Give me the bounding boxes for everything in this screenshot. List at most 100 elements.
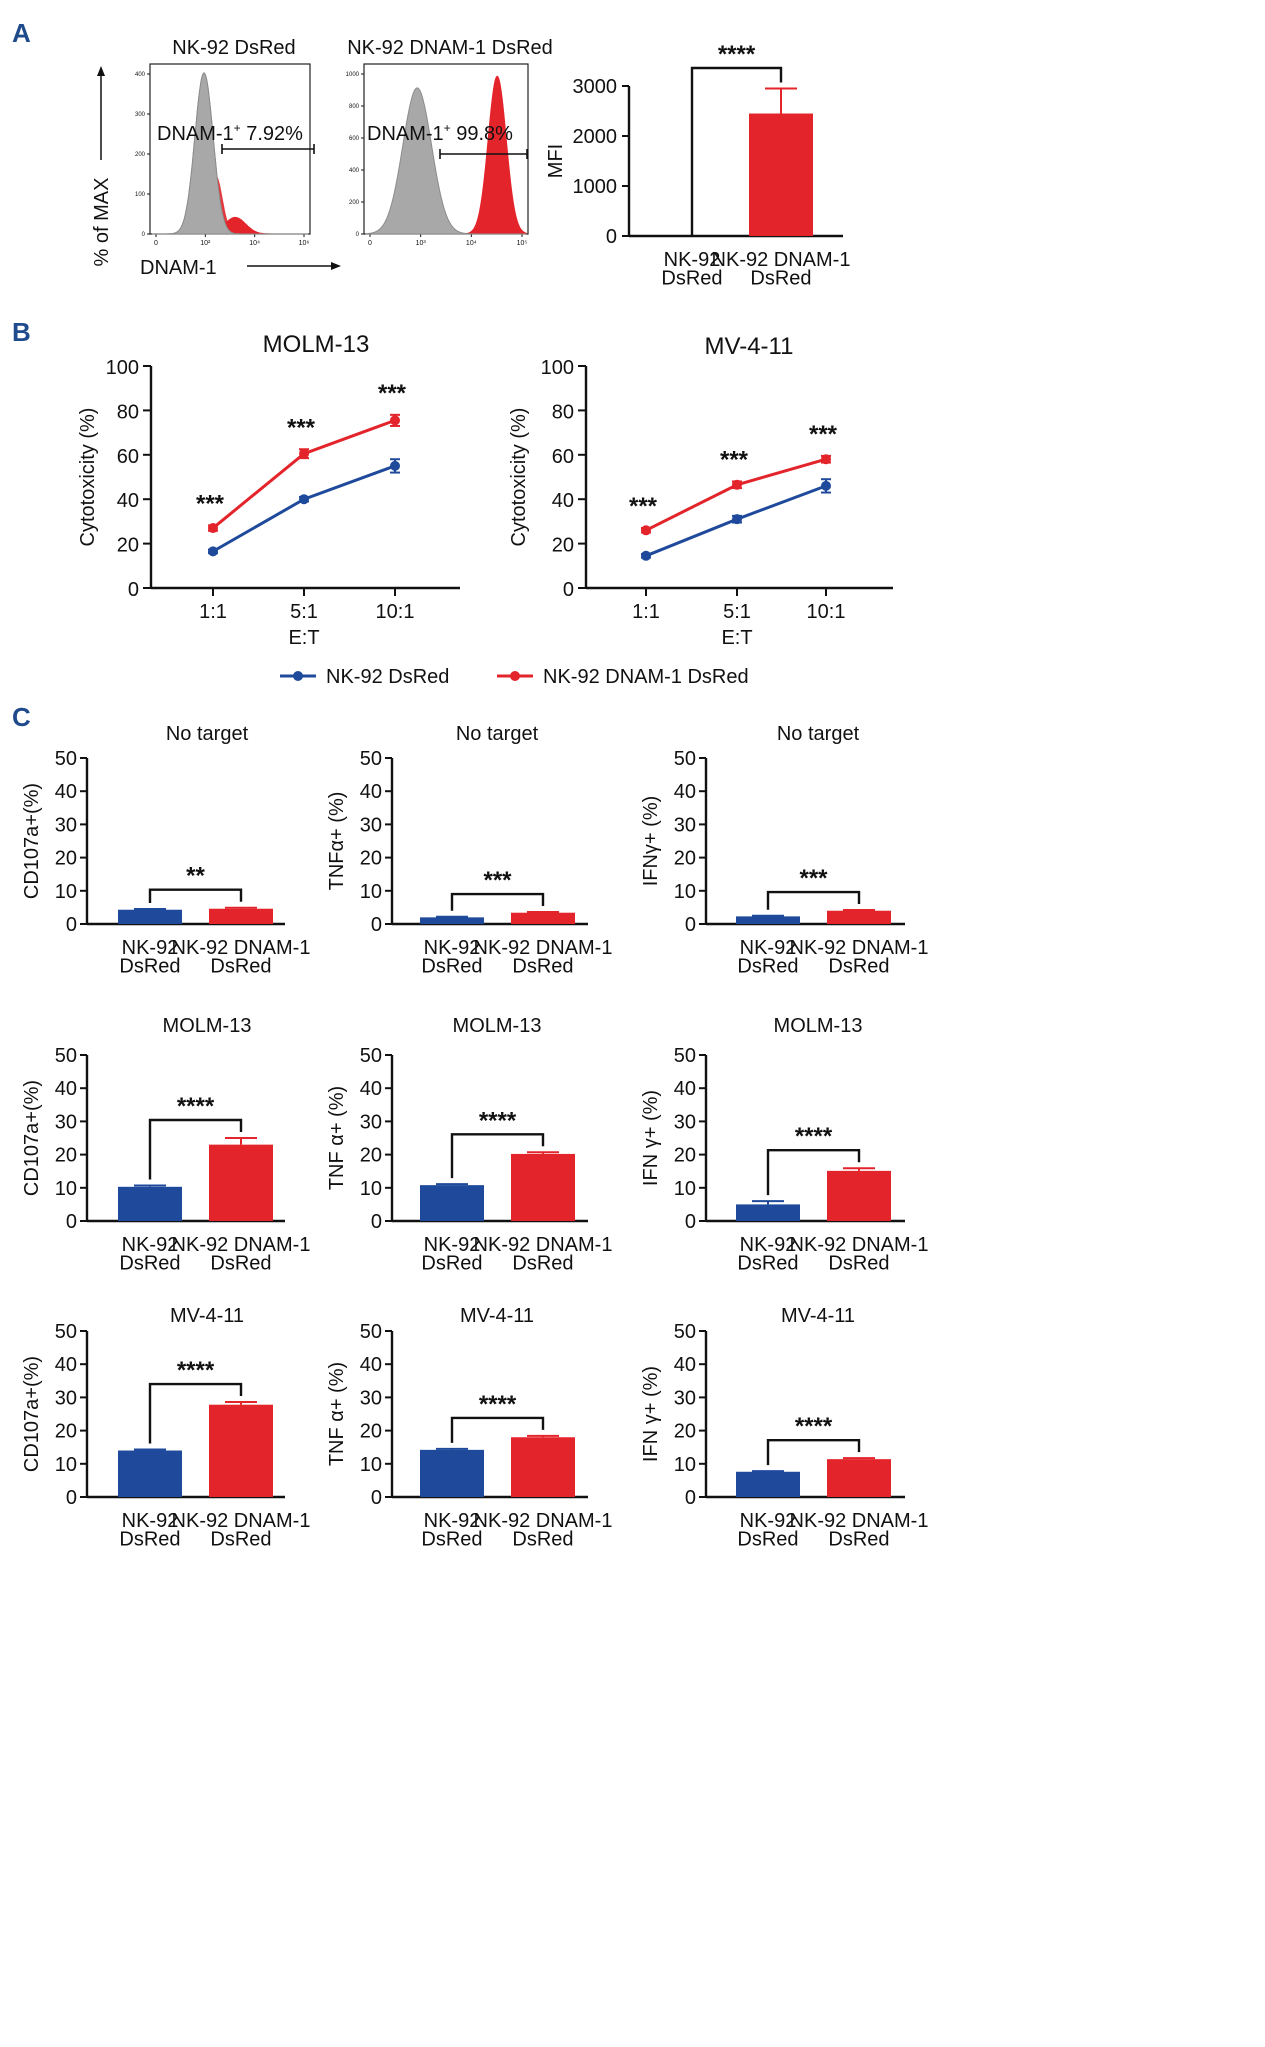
- category-label: NK-92 DsRed: [421, 937, 482, 977]
- significance-stars: ****: [795, 1413, 833, 1440]
- bar-nk92-dsred: [118, 1450, 182, 1497]
- y-tick-label: 0: [685, 1211, 696, 1233]
- line-chart-B-molm13: MOLM-13 0 20 40 60 80 100 Cytotoxicity (%) 1:1 5:…: [77, 331, 460, 649]
- flow-xlabel: DNAM-1: [140, 257, 217, 279]
- bar-nk92-dnam1-dsred: [209, 1404, 273, 1497]
- x-tick-label: 1:1: [199, 601, 227, 623]
- chart-title: MV-4-11: [460, 1305, 534, 1327]
- category-label-line: DsRed: [210, 955, 271, 977]
- bar-nk92-dnam1-dsred: [749, 113, 813, 236]
- bar-nk92-dsred: [420, 917, 484, 924]
- y-tick-label: 10: [55, 1454, 77, 1476]
- y-tick-label: 60: [117, 446, 139, 468]
- y-tick-label: 0: [371, 914, 382, 936]
- histogram-control-peak: [365, 87, 526, 235]
- category-label-line: DsRed: [737, 955, 798, 977]
- y-tick-label: 40: [552, 490, 574, 512]
- data-point: [390, 415, 400, 426]
- category-label-line: DsRed: [661, 267, 722, 289]
- y-tick-label: 50: [360, 748, 382, 770]
- category-label: NK-92 DNAM-1 DsRed: [790, 1234, 929, 1274]
- y-tick-label: 20: [55, 1421, 77, 1443]
- x-tick-label: 1:1: [632, 601, 660, 623]
- category-label-line: NK-92: [122, 937, 179, 959]
- category-label: NK-92 DNAM-1 DsRed: [712, 249, 851, 289]
- chart-title: MV-4-11: [170, 1305, 244, 1327]
- x-axis-label: E:T: [721, 627, 752, 649]
- y-tick-label: 60: [552, 446, 574, 468]
- flow-y-arrowhead: [97, 66, 105, 76]
- significance-stars: ***: [799, 865, 828, 892]
- bar-nk92-dnam1-dsred: [827, 1459, 891, 1497]
- significance-bracket: [148, 888, 243, 904]
- y-axis-label: TNFα+ (%): [326, 792, 348, 891]
- data-point: [821, 454, 831, 465]
- chart-title: MOLM-13: [774, 1015, 863, 1037]
- y-tick-label: 40: [674, 1078, 696, 1100]
- category-label-line: DsRed: [750, 267, 811, 289]
- bar-nk92-dsred: [420, 1185, 484, 1221]
- category-label-line: DsRed: [828, 1528, 889, 1550]
- y-tick-label: 10: [360, 1178, 382, 1200]
- x-axis-label: E:T: [288, 627, 319, 649]
- category-label: NK-92 DsRed: [661, 249, 722, 289]
- category-label-line: NK-92: [664, 249, 721, 271]
- panel-letter-c: C: [12, 702, 31, 732]
- chart-title: No target: [456, 723, 539, 745]
- y-tick-label: 10: [360, 1454, 382, 1476]
- category-label-line: NK-92: [740, 1234, 797, 1256]
- y-tick-label: 50: [674, 1321, 696, 1343]
- y-tick-label: 40: [55, 1078, 77, 1100]
- histogram-control-peak-top: [152, 72, 308, 235]
- histogram-ytick-label: 0: [356, 232, 360, 238]
- y-tick-label: 40: [674, 781, 696, 803]
- significance-bracket: [148, 1118, 243, 1180]
- category-label: NK-92 DNAM-1 DsRed: [172, 1234, 311, 1274]
- y-tick-label: 50: [674, 1045, 696, 1067]
- y-tick-label: 0: [66, 1487, 77, 1509]
- histogram-ytick-label: 1000: [346, 72, 360, 78]
- y-tick-label: 100: [106, 357, 139, 379]
- significance-bracket: [450, 892, 545, 911]
- data-point: [299, 448, 309, 459]
- y-tick-label: 100: [541, 357, 574, 379]
- category-label: NK-92 DNAM-1 DsRed: [790, 937, 929, 977]
- histogram-ytick-label: 300: [135, 112, 146, 118]
- y-tick-label: 0: [371, 1211, 382, 1233]
- y-tick-label: 20: [360, 848, 382, 870]
- category-label-line: NK-92: [122, 1234, 179, 1256]
- category-label-line: NK-92 DNAM-1: [790, 1234, 929, 1256]
- category-label-line: DsRed: [512, 1528, 573, 1550]
- category-label-line: DsRed: [421, 1252, 482, 1274]
- legend-marker: [293, 671, 303, 681]
- y-tick-label: 10: [674, 1454, 696, 1476]
- category-label-line: DsRed: [119, 1252, 180, 1274]
- category-label: NK-92 DsRed: [421, 1510, 482, 1550]
- y-tick-label: 0: [66, 914, 77, 936]
- y-tick-label: 40: [55, 1354, 77, 1376]
- category-label: NK-92 DNAM-1 DsRed: [790, 1510, 929, 1550]
- chart-title: MV-4-11: [781, 1305, 855, 1327]
- y-axis-label: IFN γ+ (%): [640, 1090, 662, 1186]
- y-tick-label: 40: [674, 1354, 696, 1376]
- category-label-line: DsRed: [421, 1528, 482, 1550]
- histogram-title: NK-92 DNAM-1 DsRed: [347, 37, 553, 59]
- category-label: NK-92 DsRed: [737, 937, 798, 977]
- data-point: [208, 523, 218, 534]
- y-tick-label: 50: [55, 1045, 77, 1067]
- category-label-line: NK-92: [424, 937, 481, 959]
- significance-bracket: [148, 1382, 243, 1444]
- histogram-ytick-label: 200: [349, 200, 360, 206]
- gate-label-value: 99.8%: [451, 123, 513, 145]
- significance-stars: ***: [483, 867, 512, 894]
- bar-nk92-dsred: [420, 1449, 484, 1497]
- significance-stars: ****: [177, 1093, 215, 1120]
- chart-title: MOLM-13: [163, 1015, 252, 1037]
- category-label-line: NK-92 DNAM-1: [790, 1510, 929, 1532]
- significance-bracket: [766, 1438, 861, 1466]
- y-tick-label: 0: [606, 226, 617, 248]
- y-tick-label: 0: [685, 1487, 696, 1509]
